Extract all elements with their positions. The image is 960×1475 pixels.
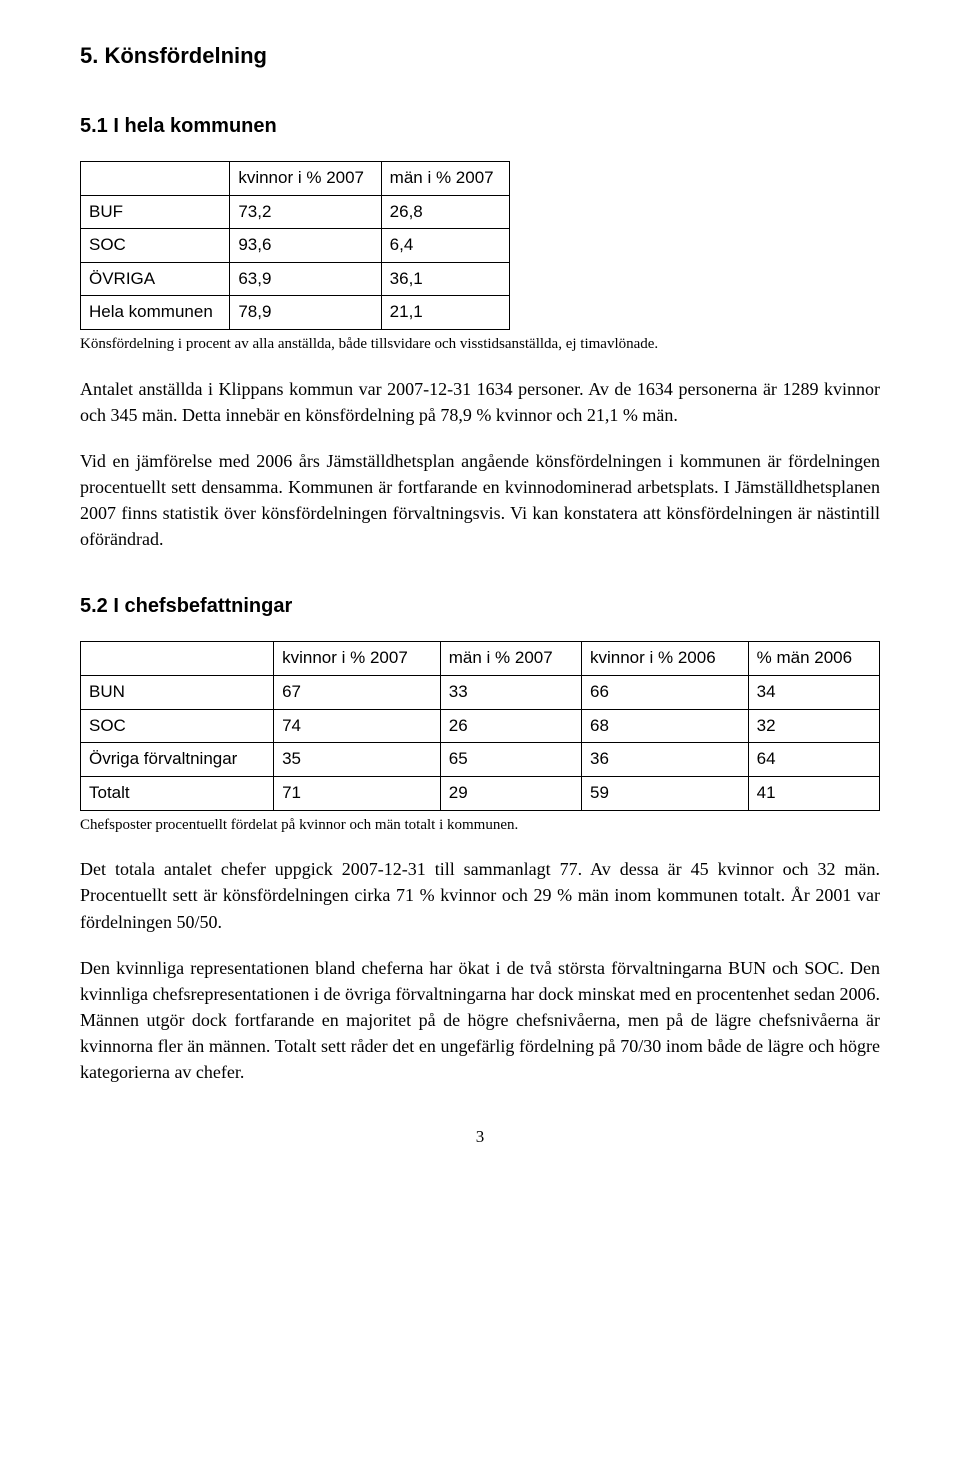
table-header-row: kvinnor i % 2007 män i % 2007: [81, 161, 510, 195]
subsection-5-1-title: 5.1 I hela kommunen: [80, 112, 880, 141]
table-cell: 66: [581, 676, 748, 710]
table-cell: SOC: [81, 709, 274, 743]
table-cell: 36: [581, 743, 748, 777]
table-cell: 26,8: [381, 195, 509, 229]
paragraph: Det totala antalet chefer uppgick 2007-1…: [80, 856, 880, 934]
table-cell: 26: [440, 709, 581, 743]
table-cell: 59: [581, 776, 748, 810]
table-cell: 68: [581, 709, 748, 743]
table-caption: Könsfördelning i procent av alla anställ…: [80, 334, 880, 356]
table-cell: 35: [274, 743, 441, 777]
table-header-cell: kvinnor i % 2006: [581, 642, 748, 676]
chief-positions-table: kvinnor i % 2007 män i % 2007 kvinnor i …: [80, 641, 880, 810]
paragraph: Den kvinnliga representationen bland che…: [80, 955, 880, 1085]
paragraph: Antalet anställda i Klippans kommun var …: [80, 376, 880, 428]
table-header-cell: [81, 161, 230, 195]
table-cell: Totalt: [81, 776, 274, 810]
table-cell: 33: [440, 676, 581, 710]
table-cell: ÖVRIGA: [81, 262, 230, 296]
table-header-row: kvinnor i % 2007 män i % 2007 kvinnor i …: [81, 642, 880, 676]
table-cell: 6,4: [381, 229, 509, 263]
table-header-cell: kvinnor i % 2007: [230, 161, 381, 195]
subsection-5-2-title: 5.2 I chefsbefattningar: [80, 592, 880, 621]
table-cell: BUN: [81, 676, 274, 710]
table-row: SOC 74 26 68 32: [81, 709, 880, 743]
table-cell: 32: [748, 709, 879, 743]
table-cell: BUF: [81, 195, 230, 229]
table-cell: 29: [440, 776, 581, 810]
table-row: SOC 93,6 6,4: [81, 229, 510, 263]
table-cell: 64: [748, 743, 879, 777]
section-title: 5. Könsfördelning: [80, 40, 880, 72]
table-header-cell: % män 2006: [748, 642, 879, 676]
table-cell: 21,1: [381, 296, 509, 330]
table-row: Totalt 71 29 59 41: [81, 776, 880, 810]
table-row: BUN 67 33 66 34: [81, 676, 880, 710]
table-row: Övriga förvaltningar 35 65 36 64: [81, 743, 880, 777]
table-cell: 78,9: [230, 296, 381, 330]
table-cell: Övriga förvaltningar: [81, 743, 274, 777]
table-header-cell: kvinnor i % 2007: [274, 642, 441, 676]
table-caption: Chefsposter procentuellt fördelat på kvi…: [80, 815, 880, 837]
table-cell: 74: [274, 709, 441, 743]
table-cell: Hela kommunen: [81, 296, 230, 330]
table-cell: 63,9: [230, 262, 381, 296]
table-cell: 41: [748, 776, 879, 810]
table-cell: 71: [274, 776, 441, 810]
table-header-cell: män i % 2007: [440, 642, 581, 676]
table-row: BUF 73,2 26,8: [81, 195, 510, 229]
table-cell: 34: [748, 676, 879, 710]
table-row: Hela kommunen 78,9 21,1: [81, 296, 510, 330]
table-cell: 67: [274, 676, 441, 710]
table-cell: 65: [440, 743, 581, 777]
table-cell: SOC: [81, 229, 230, 263]
table-header-cell: män i % 2007: [381, 161, 509, 195]
page-number: 3: [80, 1125, 880, 1150]
table-cell: 93,6: [230, 229, 381, 263]
table-header-cell: [81, 642, 274, 676]
table-row: ÖVRIGA 63,9 36,1: [81, 262, 510, 296]
document-page: 5. Könsfördelning 5.1 I hela kommunen kv…: [0, 0, 960, 1210]
gender-distribution-table: kvinnor i % 2007 män i % 2007 BUF 73,2 2…: [80, 161, 510, 330]
paragraph: Vid en jämförelse med 2006 års Jämställd…: [80, 448, 880, 552]
table-cell: 36,1: [381, 262, 509, 296]
table-cell: 73,2: [230, 195, 381, 229]
